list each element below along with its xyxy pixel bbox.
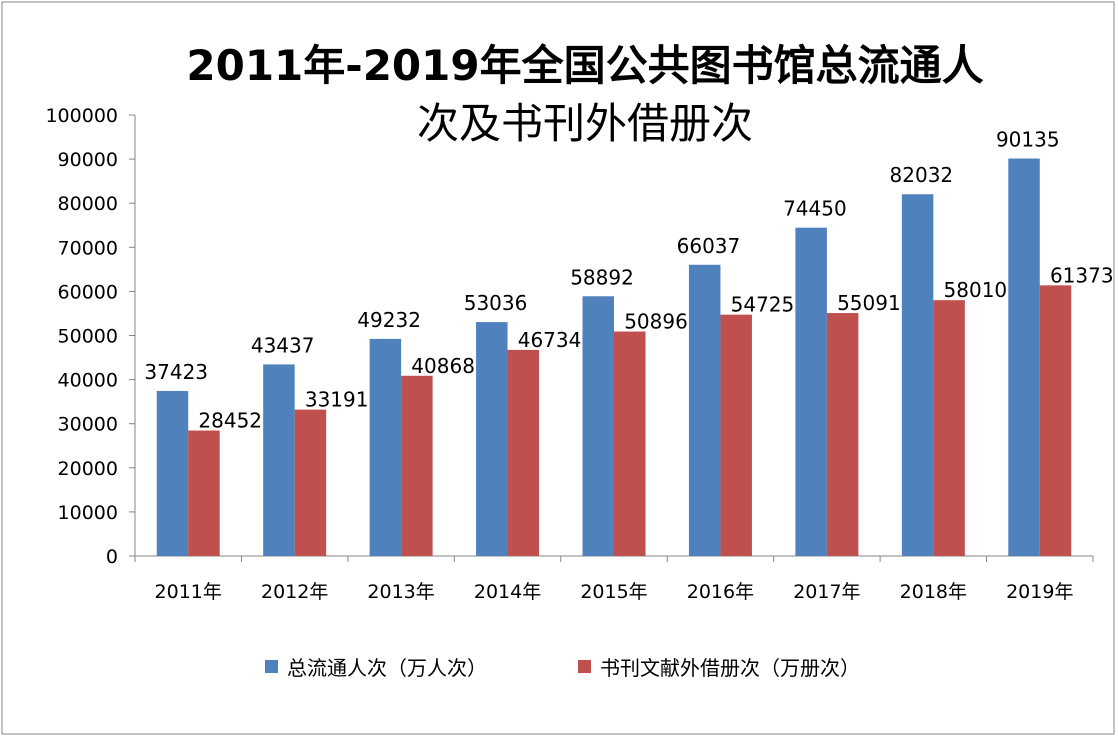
bar-circulation-2017年: [795, 227, 827, 556]
bar-lending-2014年: [507, 349, 540, 556]
data-label: 28452: [198, 409, 262, 433]
data-label: 74450: [783, 197, 847, 221]
x-tick-label: 2014年: [474, 581, 541, 603]
bar-circulation-2015年: [582, 296, 614, 556]
x-tick-label: 2015年: [580, 581, 647, 603]
bar-lending-2016年: [720, 314, 752, 556]
data-label: 40868: [411, 354, 475, 378]
y-tick-label: 20000: [58, 458, 118, 480]
chart-title-line1: 2011年-2019年全国公共图书馆总流通人: [186, 41, 983, 90]
x-tick-label: 2011年: [155, 581, 222, 603]
data-label: 46734: [518, 328, 582, 352]
data-label: 33191: [305, 388, 369, 412]
data-label: 90135: [996, 128, 1060, 152]
bar-lending-2018年: [933, 300, 965, 556]
bar-circulation-2018年: [901, 194, 934, 556]
chart-title-line2: 次及书刊外借册次: [417, 99, 753, 148]
data-label: 37423: [144, 360, 208, 384]
bar-lending-2015年: [614, 331, 646, 556]
bar-lending-2013年: [401, 375, 433, 556]
bar-circulation-2019年: [1008, 158, 1040, 557]
data-label: 58892: [570, 265, 634, 289]
x-tick-label: 2018年: [900, 581, 967, 603]
data-label: 58010: [944, 278, 1008, 302]
x-tick-label: 2012年: [261, 581, 328, 603]
legend-swatch: [265, 660, 278, 673]
data-label: 61373: [1050, 263, 1114, 287]
legend-label: 书刊文献外借册次（万册次）: [600, 656, 860, 680]
x-tick-label: 2019年: [1006, 581, 1073, 603]
bar-circulation-2011年: [156, 390, 189, 556]
bar-circulation-2013年: [369, 338, 402, 556]
data-label: 54725: [731, 293, 795, 317]
data-label: 50896: [624, 310, 688, 334]
y-tick-label: 40000: [58, 370, 118, 392]
x-tick-label: 2017年: [793, 581, 860, 603]
y-tick-label: 100000: [45, 105, 118, 127]
data-label: 82032: [890, 163, 954, 187]
y-tick-label: 90000: [58, 149, 118, 171]
data-label: 49232: [357, 308, 421, 332]
bar-circulation-2016年: [688, 264, 721, 556]
legend-label: 总流通人次（万人次）: [287, 656, 487, 680]
bar-lending-2017年: [826, 313, 859, 556]
y-tick-label: 50000: [58, 326, 118, 348]
bar-circulation-2014年: [476, 322, 508, 556]
x-tick-label: 2013年: [367, 581, 434, 603]
y-tick-label: 70000: [58, 237, 118, 259]
data-label: 43437: [251, 333, 315, 357]
y-tick-label: 0: [106, 546, 118, 568]
data-label: 55091: [837, 291, 901, 315]
y-tick-label: 60000: [58, 281, 118, 303]
bar-lending-2019年: [1039, 285, 1072, 556]
data-label: 53036: [464, 291, 528, 315]
legend-swatch: [578, 660, 591, 673]
y-tick-label: 80000: [58, 193, 118, 215]
bar-lending-2011年: [188, 430, 220, 556]
bar-lending-2012年: [294, 409, 327, 556]
x-tick-label: 2016年: [687, 581, 754, 603]
y-tick-label: 30000: [58, 414, 118, 436]
bar-circulation-2012年: [263, 364, 295, 556]
y-tick-label: 10000: [58, 502, 118, 524]
data-label: 66037: [677, 234, 741, 258]
